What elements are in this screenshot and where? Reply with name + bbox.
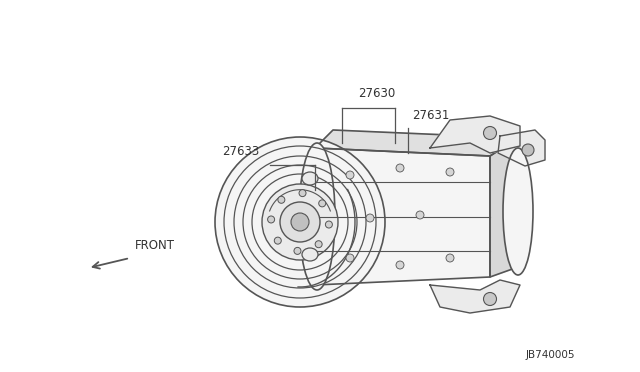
Ellipse shape: [446, 254, 454, 262]
Ellipse shape: [299, 143, 335, 290]
Ellipse shape: [346, 254, 354, 262]
Ellipse shape: [215, 137, 385, 307]
Ellipse shape: [416, 211, 424, 219]
Polygon shape: [315, 148, 490, 285]
Text: 27630: 27630: [358, 87, 396, 100]
Ellipse shape: [366, 214, 374, 222]
Ellipse shape: [268, 216, 275, 223]
Ellipse shape: [278, 196, 285, 203]
Ellipse shape: [275, 237, 282, 244]
Ellipse shape: [315, 241, 322, 248]
Ellipse shape: [299, 190, 306, 197]
Ellipse shape: [319, 200, 326, 207]
Polygon shape: [430, 116, 520, 153]
Text: 27633: 27633: [222, 145, 259, 158]
Polygon shape: [430, 280, 520, 313]
Ellipse shape: [302, 172, 318, 185]
Ellipse shape: [346, 171, 354, 179]
Ellipse shape: [262, 184, 338, 260]
Ellipse shape: [522, 144, 534, 156]
Ellipse shape: [483, 126, 497, 140]
Ellipse shape: [325, 221, 332, 228]
Ellipse shape: [483, 292, 497, 305]
Polygon shape: [490, 138, 518, 277]
Polygon shape: [498, 130, 545, 166]
Ellipse shape: [294, 247, 301, 254]
Ellipse shape: [503, 148, 533, 275]
Ellipse shape: [280, 202, 320, 242]
Text: 27631: 27631: [412, 109, 449, 122]
Text: JB740005: JB740005: [525, 350, 575, 360]
Ellipse shape: [396, 164, 404, 172]
Polygon shape: [315, 130, 518, 156]
Ellipse shape: [446, 168, 454, 176]
Ellipse shape: [396, 261, 404, 269]
Text: FRONT: FRONT: [135, 239, 175, 252]
Ellipse shape: [291, 213, 309, 231]
Ellipse shape: [302, 248, 318, 261]
